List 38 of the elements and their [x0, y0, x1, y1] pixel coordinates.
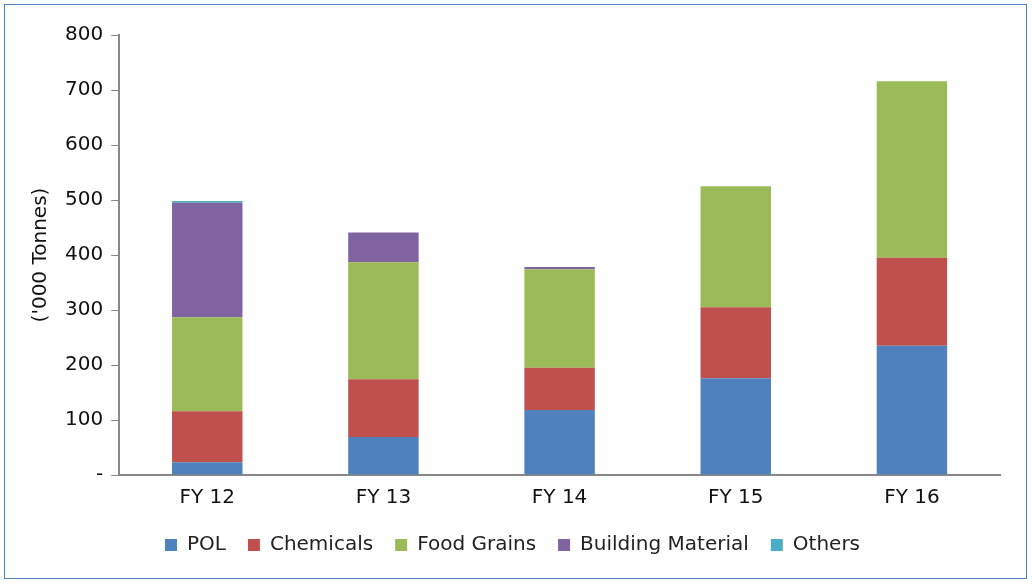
bar	[172, 317, 243, 412]
x-tick-label: FY 14	[531, 484, 588, 509]
bar	[172, 411, 243, 463]
y-tick-label: 100	[64, 406, 104, 431]
y-tick-label: 500	[64, 186, 104, 211]
y-tick-label: 600	[64, 131, 104, 156]
bar	[524, 267, 595, 270]
bar	[876, 257, 948, 346]
bar	[348, 262, 419, 380]
bar	[524, 410, 595, 475]
bar	[700, 186, 771, 308]
bar	[172, 202, 243, 318]
y-tick-label: 300	[64, 296, 104, 321]
bar	[876, 345, 948, 475]
y-tick-label: 200	[64, 351, 104, 376]
bar	[348, 379, 419, 438]
x-tick-label: FY 12	[179, 484, 236, 509]
y-tick-label: -	[95, 461, 104, 486]
legend-label: Chemicals	[269, 531, 374, 556]
y-tick-label: 700	[64, 76, 104, 101]
y-tick-label: 400	[64, 241, 104, 266]
bar	[172, 462, 243, 475]
bar	[700, 307, 771, 379]
legend-label: POL	[186, 531, 227, 556]
bar	[524, 367, 595, 411]
bar	[876, 81, 948, 258]
bar	[524, 269, 595, 368]
x-tick-label: FY 15	[707, 484, 764, 509]
y-axis-title: ('000 Tonnes)	[27, 187, 52, 323]
legend-label: Building Material	[580, 531, 749, 556]
bar	[348, 232, 419, 263]
legend-label: Food Grains	[417, 531, 537, 556]
x-tick-label: FY 13	[355, 484, 412, 509]
bar	[348, 437, 419, 475]
x-tick-label: FY 16	[884, 484, 940, 509]
bar	[700, 378, 771, 475]
y-tick-label: 800	[64, 21, 104, 46]
legend-label: Others	[792, 531, 861, 556]
